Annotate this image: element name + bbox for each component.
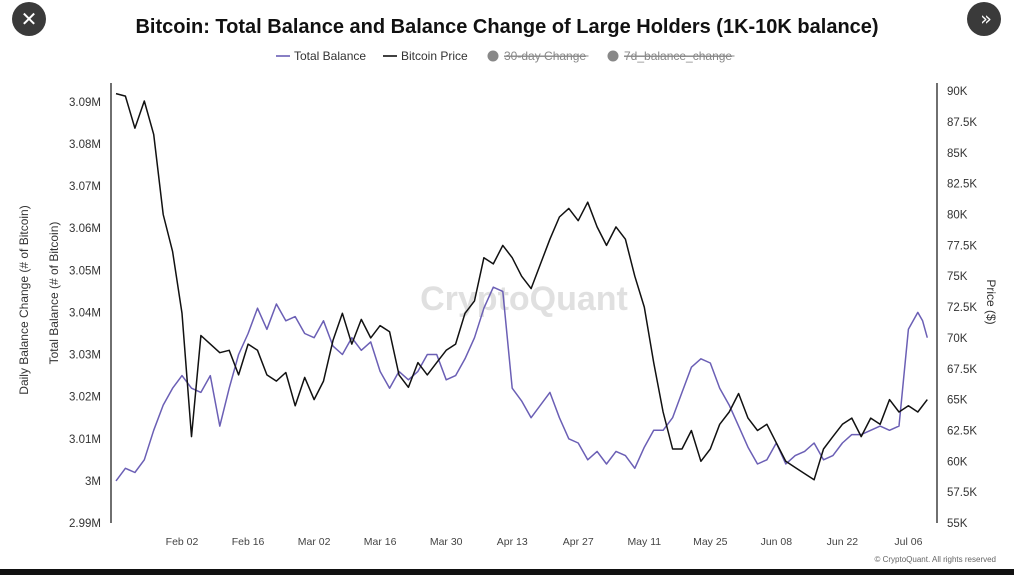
legend-item-30-day-change[interactable]: 30-day Change bbox=[487, 49, 589, 63]
y-left-axis-label: Total Balance (# of Bitcoin) bbox=[47, 222, 61, 365]
legend-item-7d-balance-change[interactable]: 7d_balance_change bbox=[607, 49, 735, 63]
y-right-tick-label: 62.5K bbox=[947, 425, 977, 437]
y-right-tick-label: 77.5K bbox=[947, 240, 977, 252]
y-left-tick-label: 3.02M bbox=[69, 392, 101, 404]
y-left-tick-label: 3.03M bbox=[69, 350, 101, 362]
chart-axes: 2.99M 3M 3.01M 3.02M 3.03M 3.04M 3.05M 3.06M 3.0… bbox=[17, 83, 998, 564]
chart-plot-area bbox=[115, 92, 929, 482]
y-right-axis-label: Price ($) bbox=[984, 279, 998, 324]
y-right-tick-label: 82.5K bbox=[947, 179, 977, 191]
x-tick-label: Apr 27 bbox=[563, 536, 594, 548]
y-right-tick-label: 55K bbox=[947, 518, 968, 530]
y-left-tick-label: 3.04M bbox=[69, 307, 101, 319]
chart-legend: Total Balance Bitcoin Price 30-day Change 7… bbox=[276, 49, 735, 63]
close-icon: ✕ bbox=[20, 7, 38, 31]
y-left-tick-label: 3.09M bbox=[69, 97, 101, 109]
y-right-tick-label: 87.5K bbox=[947, 117, 977, 129]
legend-item-bitcoin-price[interactable]: Bitcoin Price bbox=[383, 49, 468, 63]
watermark: CryptoQuant bbox=[420, 280, 628, 318]
series-line-total-balance bbox=[115, 286, 929, 482]
y-right-tick-label: 72.5K bbox=[947, 302, 977, 314]
y-left-outer-axis-label: Daily Balance Change (# of Bitcoin) bbox=[17, 205, 31, 394]
x-tick-label: Jun 22 bbox=[827, 536, 859, 548]
y-left-tick-label: 3.01M bbox=[69, 434, 101, 446]
bottom-bar bbox=[0, 569, 1014, 575]
x-tick-label: Feb 16 bbox=[232, 536, 265, 548]
y-left-tick-label: 3.08M bbox=[69, 139, 101, 151]
y-left-tick-label: 3.07M bbox=[69, 181, 101, 193]
y-right-tick-label: 70K bbox=[947, 333, 968, 345]
chevron-double-right-icon: » bbox=[980, 8, 991, 30]
legend-label: Total Balance bbox=[294, 49, 366, 63]
close-button[interactable]: ✕ bbox=[12, 2, 46, 36]
next-button[interactable]: » bbox=[967, 2, 1001, 36]
x-tick-label: May 25 bbox=[693, 536, 728, 548]
legend-dot-marker bbox=[607, 50, 619, 62]
y-right-tick-label: 90K bbox=[947, 86, 968, 98]
y-left-tick-label: 3.05M bbox=[69, 265, 101, 277]
y-left-tick-label: 3.06M bbox=[69, 223, 101, 235]
x-tick-label: Mar 30 bbox=[430, 536, 463, 548]
y-right-tick-label: 57.5K bbox=[947, 487, 977, 499]
x-tick-label: Feb 02 bbox=[166, 536, 199, 548]
y-right-tick-label: 60K bbox=[947, 456, 968, 468]
x-tick-label: Apr 13 bbox=[497, 536, 528, 548]
y-right-tick-label: 67.5K bbox=[947, 364, 977, 376]
legend-dot-marker bbox=[487, 50, 499, 62]
x-tick-label: Mar 02 bbox=[298, 536, 331, 548]
y-right-tick-label: 75K bbox=[947, 271, 968, 283]
series-line-bitcoin-price bbox=[115, 92, 928, 481]
y-right-tick-label: 80K bbox=[947, 210, 968, 222]
y-right-tick-label: 65K bbox=[947, 395, 968, 407]
x-tick-label: May 11 bbox=[627, 536, 661, 548]
chart-title: Bitcoin: Total Balance and Balance Chang… bbox=[135, 16, 879, 38]
x-tick-label: Mar 16 bbox=[364, 536, 397, 548]
legend-label: Bitcoin Price bbox=[401, 49, 468, 63]
x-tick-label: Jul 06 bbox=[894, 536, 922, 548]
y-right-tick-label: 85K bbox=[947, 148, 968, 160]
x-tick-label: Jun 08 bbox=[761, 536, 793, 548]
y-left-tick-label: 2.99M bbox=[69, 518, 101, 530]
copyright-footer: © CryptoQuant. All rights reserved bbox=[875, 555, 997, 564]
legend-item-total-balance[interactable]: Total Balance bbox=[276, 49, 366, 63]
y-left-tick-label: 3M bbox=[85, 476, 101, 488]
